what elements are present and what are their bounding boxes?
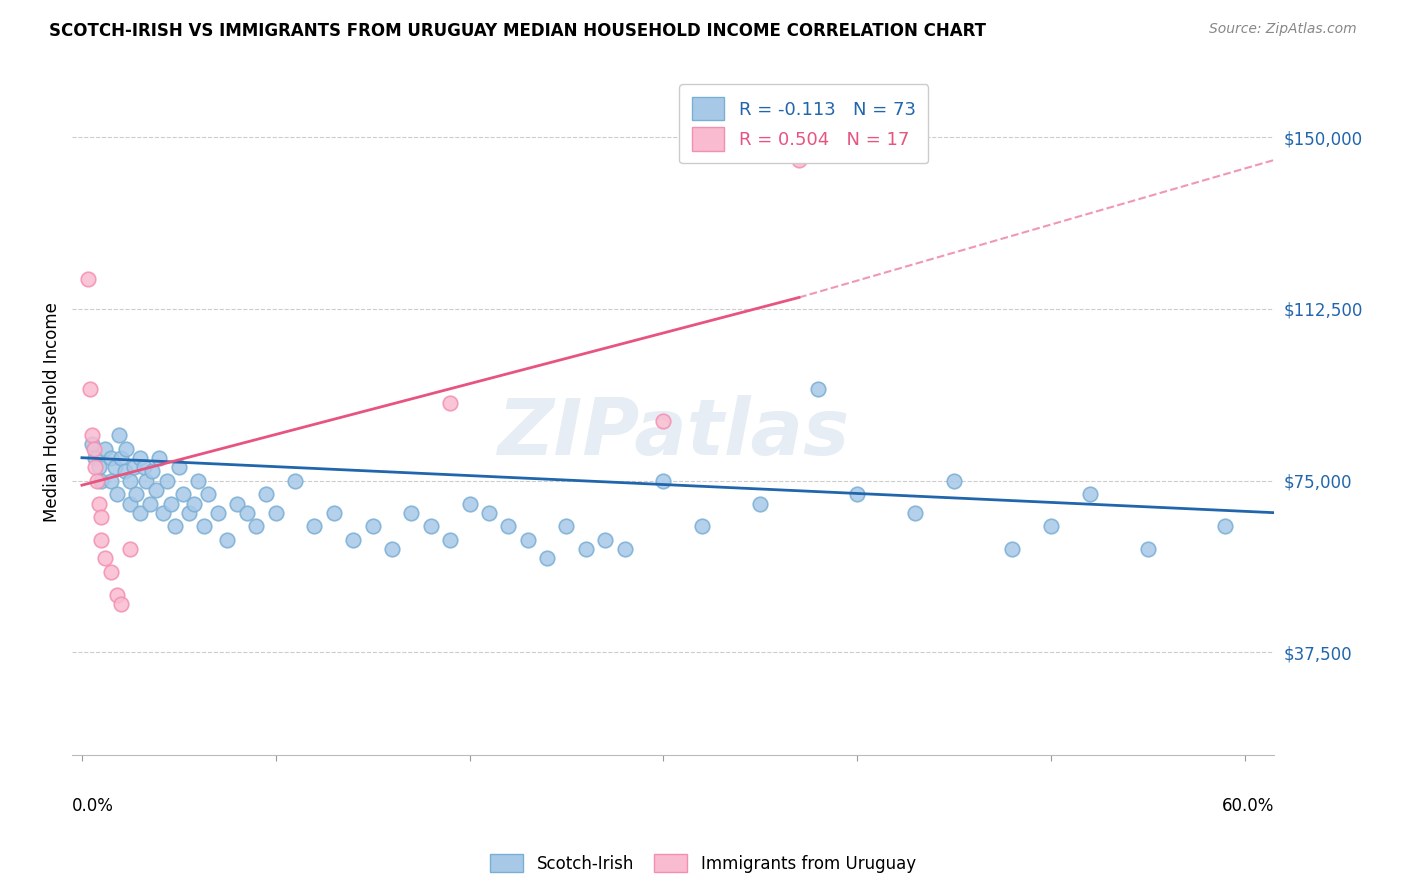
Point	[120, 542, 142, 557]
Point	[148, 450, 170, 465]
Point	[89, 496, 111, 510]
Point	[80, 437, 103, 451]
Text: 60.0%: 60.0%	[1222, 797, 1274, 814]
Point	[419, 519, 441, 533]
Point	[807, 382, 830, 396]
Point	[575, 542, 598, 557]
Point	[1136, 542, 1159, 557]
Point	[135, 474, 157, 488]
Point	[122, 459, 145, 474]
Point	[94, 442, 117, 456]
Point	[90, 474, 112, 488]
Point	[100, 565, 122, 579]
Point	[245, 519, 267, 533]
Point	[613, 542, 636, 557]
Point	[439, 533, 461, 548]
Point	[787, 153, 810, 167]
Point	[125, 487, 148, 501]
Point	[167, 459, 190, 474]
Point	[304, 519, 326, 533]
Point	[129, 450, 152, 465]
Point	[652, 474, 675, 488]
Point	[129, 506, 152, 520]
Point	[254, 487, 277, 501]
Point	[120, 496, 142, 510]
Point	[76, 272, 98, 286]
Point	[439, 396, 461, 410]
Point	[139, 496, 162, 510]
Point	[187, 474, 209, 488]
Point	[652, 414, 675, 428]
Point	[105, 487, 128, 501]
Point	[593, 533, 616, 548]
Point	[110, 450, 132, 465]
Point	[226, 496, 249, 510]
Point	[1215, 519, 1237, 533]
Point	[84, 450, 107, 465]
Point	[114, 465, 136, 479]
Point	[1001, 542, 1024, 557]
Point	[381, 542, 404, 557]
Point	[100, 474, 122, 488]
Point	[1078, 487, 1101, 501]
Point	[80, 427, 103, 442]
Point	[846, 487, 869, 501]
Point	[264, 506, 287, 520]
Point	[690, 519, 713, 533]
Point	[107, 427, 129, 442]
Text: ZIPatlas: ZIPatlas	[496, 394, 849, 471]
Point	[177, 506, 200, 520]
Point	[110, 597, 132, 611]
Point	[79, 382, 101, 396]
Point	[145, 483, 167, 497]
Text: SCOTCH-IRISH VS IMMIGRANTS FROM URUGUAY MEDIAN HOUSEHOLD INCOME CORRELATION CHAR: SCOTCH-IRISH VS IMMIGRANTS FROM URUGUAY …	[49, 22, 986, 40]
Text: Source: ZipAtlas.com: Source: ZipAtlas.com	[1209, 22, 1357, 37]
Point	[342, 533, 364, 548]
Point	[458, 496, 481, 510]
Point	[132, 459, 155, 474]
Point	[156, 474, 179, 488]
Point	[183, 496, 205, 510]
Point	[555, 519, 578, 533]
Point	[197, 487, 219, 501]
Point	[84, 459, 107, 474]
Point	[141, 465, 163, 479]
Point	[83, 442, 105, 456]
Point	[163, 519, 186, 533]
Point	[105, 588, 128, 602]
Point	[172, 487, 194, 501]
Point	[115, 442, 138, 456]
Point	[217, 533, 239, 548]
Point	[1039, 519, 1062, 533]
Point	[943, 474, 966, 488]
Point	[401, 506, 423, 520]
Point	[478, 506, 501, 520]
Point	[120, 474, 142, 488]
Point	[207, 506, 229, 520]
Y-axis label: Median Household Income: Median Household Income	[44, 302, 60, 522]
Point	[904, 506, 927, 520]
Point	[193, 519, 215, 533]
Point	[498, 519, 520, 533]
Point	[516, 533, 538, 548]
Text: 0.0%: 0.0%	[72, 797, 114, 814]
Point	[89, 459, 111, 474]
Point	[90, 533, 112, 548]
Point	[749, 496, 772, 510]
Legend: R = -0.113   N = 73, R = 0.504   N = 17: R = -0.113 N = 73, R = 0.504 N = 17	[679, 85, 928, 163]
Point	[322, 506, 344, 520]
Point	[90, 510, 112, 524]
Legend: Scotch-Irish, Immigrants from Uruguay: Scotch-Irish, Immigrants from Uruguay	[484, 847, 922, 880]
Point	[536, 551, 558, 566]
Point	[104, 459, 127, 474]
Point	[160, 496, 183, 510]
Point	[235, 506, 257, 520]
Point	[100, 450, 122, 465]
Point	[94, 551, 117, 566]
Point	[86, 474, 108, 488]
Point	[152, 506, 174, 520]
Point	[361, 519, 384, 533]
Point	[284, 474, 307, 488]
